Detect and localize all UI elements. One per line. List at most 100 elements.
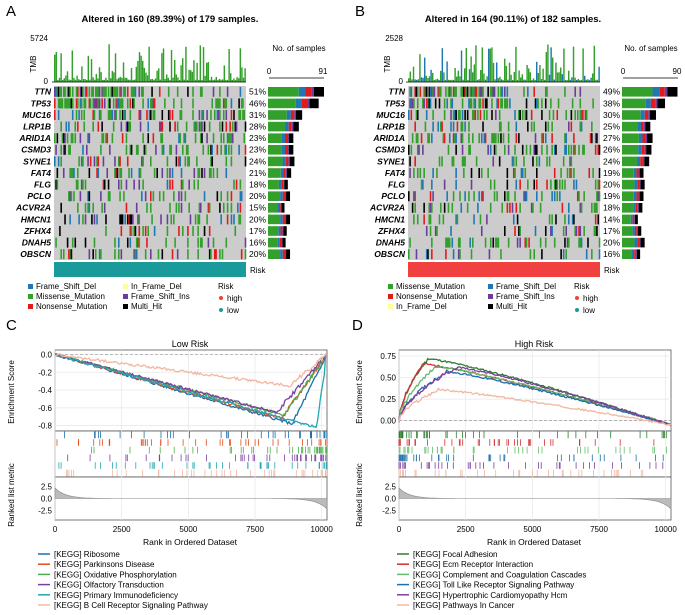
mutation-cell [129,214,132,225]
mutation-cell [468,121,470,132]
mutation-cell [77,179,79,190]
mutation-cell [504,226,506,236]
mutation-cell [59,98,61,109]
mutation-cell [541,191,543,202]
panel-C-es-ticks: 0.0-0.2-0.4-0.6-0.8 [38,350,52,430]
mutation-cell [242,110,244,120]
mutation-cell [73,168,75,178]
mutation-cell [217,110,220,120]
percent-label: 49% [603,87,620,97]
mutation-cell [88,168,91,178]
tmb-bar [457,70,460,82]
mutation-cell [594,202,597,213]
mutation-cell [230,133,233,144]
mutation-cell [455,110,457,120]
tmb-bar [210,76,213,82]
mutation-cell [137,144,139,155]
mutation-cell [436,168,438,178]
mutation-cell [96,156,98,167]
mutation-cell [77,86,79,97]
mutation-cell [497,237,500,248]
legend-label: Frame_Shift_Del [496,282,556,291]
mutation-cell [460,86,463,97]
tmb-bar [576,80,578,82]
mutation-cell [410,144,413,155]
tmb-bar [137,60,139,82]
mutation-cell [448,86,451,97]
mutation-cell [129,121,132,132]
mutation-cell [242,98,244,109]
tmb-bar [419,54,421,82]
mutation-cell [197,237,199,248]
mutation-cell [452,110,455,120]
legend-swatch [388,284,393,289]
sample-bar-segment [634,179,638,190]
mutation-cell [198,202,201,213]
mutation-cell [150,202,152,213]
mutation-cell [512,156,515,167]
mutation-cell [597,191,600,202]
gene-label: PCLO [27,191,51,201]
mutation-cell [92,98,94,109]
mutation-cell [109,110,111,120]
mutation-cell [553,144,556,155]
tmb-bar [218,78,221,82]
percent-label: 51% [249,87,266,97]
panel-D-es-label: Enrichment Score [355,360,364,424]
mutation-cell [420,179,423,190]
mutation-cell [128,168,130,178]
mutation-cell [454,133,456,144]
mutation-cell [427,249,429,260]
mutation-cell [578,191,580,202]
legend-swatch [488,294,493,299]
mutation-cell [451,237,454,248]
mutation-cell [484,237,487,248]
mutation-cell [88,202,91,213]
panel-B-sample-bars [622,87,678,259]
tmb-bar [560,67,562,82]
mutation-cell [225,121,228,132]
tmb-bar [65,75,67,82]
sample-bar-segment [636,168,639,178]
mutation-cell [515,121,518,132]
mutation-cell [93,156,96,167]
mutation-cell [414,86,416,97]
mutation-cell [160,121,162,132]
sample-bar-segment [639,237,641,248]
mutation-cell [220,191,222,202]
mutation-cell [553,168,556,178]
mutation-cell [239,191,242,202]
mutation-cell [519,202,521,213]
mutation-cell [452,121,455,132]
mutation-cell [114,237,116,248]
mutation-cell [212,86,215,97]
tmb-bar [151,78,154,82]
panel-A-samples-label: No. of samples [272,44,325,53]
tmb-bar [444,79,447,82]
mutation-cell [230,214,233,225]
mutation-cell [591,249,593,260]
tmb-bar [433,79,436,82]
gene-label: FAT4 [31,168,51,178]
mutation-cell [230,156,233,167]
mutation-cell [201,86,203,97]
mutation-cell [194,121,197,132]
sample-bar-segment [295,98,302,109]
mutation-cell [550,98,552,109]
mutation-cell [495,237,497,248]
mutation-cell [560,168,562,178]
mutation-cell [166,226,169,236]
tmb-bar [204,75,206,82]
tmb-bar [239,48,242,82]
mutation-cell [524,237,527,248]
mutation-cell [416,86,419,97]
mutation-cell [574,226,576,236]
panel-D-title: High Risk [515,339,554,349]
mutation-cell [103,202,106,213]
mutation-cell [150,156,152,167]
sample-bar-segment [643,121,646,132]
sample-bar-segment [284,121,289,132]
mutation-cell [533,249,536,260]
sample-bar-segment [635,214,638,225]
mutation-cell [480,86,483,97]
